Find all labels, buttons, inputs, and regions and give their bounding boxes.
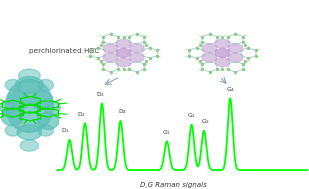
Ellipse shape [8,91,29,110]
Ellipse shape [17,125,42,140]
Polygon shape [116,48,131,58]
Ellipse shape [38,125,53,136]
Polygon shape [129,52,144,63]
Ellipse shape [5,79,21,91]
Text: $\mathrm{G}_1$: $\mathrm{G}_1$ [163,128,171,137]
Polygon shape [103,43,118,54]
Text: $\mathrm{D}_3$: $\mathrm{D}_3$ [96,90,105,99]
Polygon shape [228,52,243,63]
Ellipse shape [5,79,53,132]
Ellipse shape [19,69,40,82]
Polygon shape [215,57,230,67]
Ellipse shape [45,101,60,114]
Text: $\mathrm{D}_2$: $\mathrm{D}_2$ [78,110,86,119]
Polygon shape [228,43,243,54]
Text: $\mathrm{D}_1$: $\mathrm{D}_1$ [61,126,70,135]
Polygon shape [116,39,131,49]
Ellipse shape [5,125,21,136]
Ellipse shape [2,109,23,126]
Polygon shape [103,52,118,63]
Text: $\mathrm{G}_4$: $\mathrm{G}_4$ [226,85,235,94]
Polygon shape [202,52,217,63]
Text: $\mathrm{D}_4$: $\mathrm{D}_4$ [118,107,126,116]
Ellipse shape [31,91,53,110]
Polygon shape [202,43,217,54]
Text: perchlorinated HBC: perchlorinated HBC [29,48,100,54]
Ellipse shape [20,140,39,151]
Text: D,G Raman signals: D,G Raman signals [140,182,206,188]
Polygon shape [215,48,230,58]
Ellipse shape [15,77,43,94]
Ellipse shape [0,101,15,114]
Text: $\mathrm{G}_2$: $\mathrm{G}_2$ [187,111,196,120]
Polygon shape [116,57,131,67]
Ellipse shape [37,112,59,129]
Polygon shape [215,39,230,49]
Polygon shape [129,43,144,54]
Ellipse shape [38,79,53,91]
Text: $\mathrm{G}_3$: $\mathrm{G}_3$ [201,117,210,126]
